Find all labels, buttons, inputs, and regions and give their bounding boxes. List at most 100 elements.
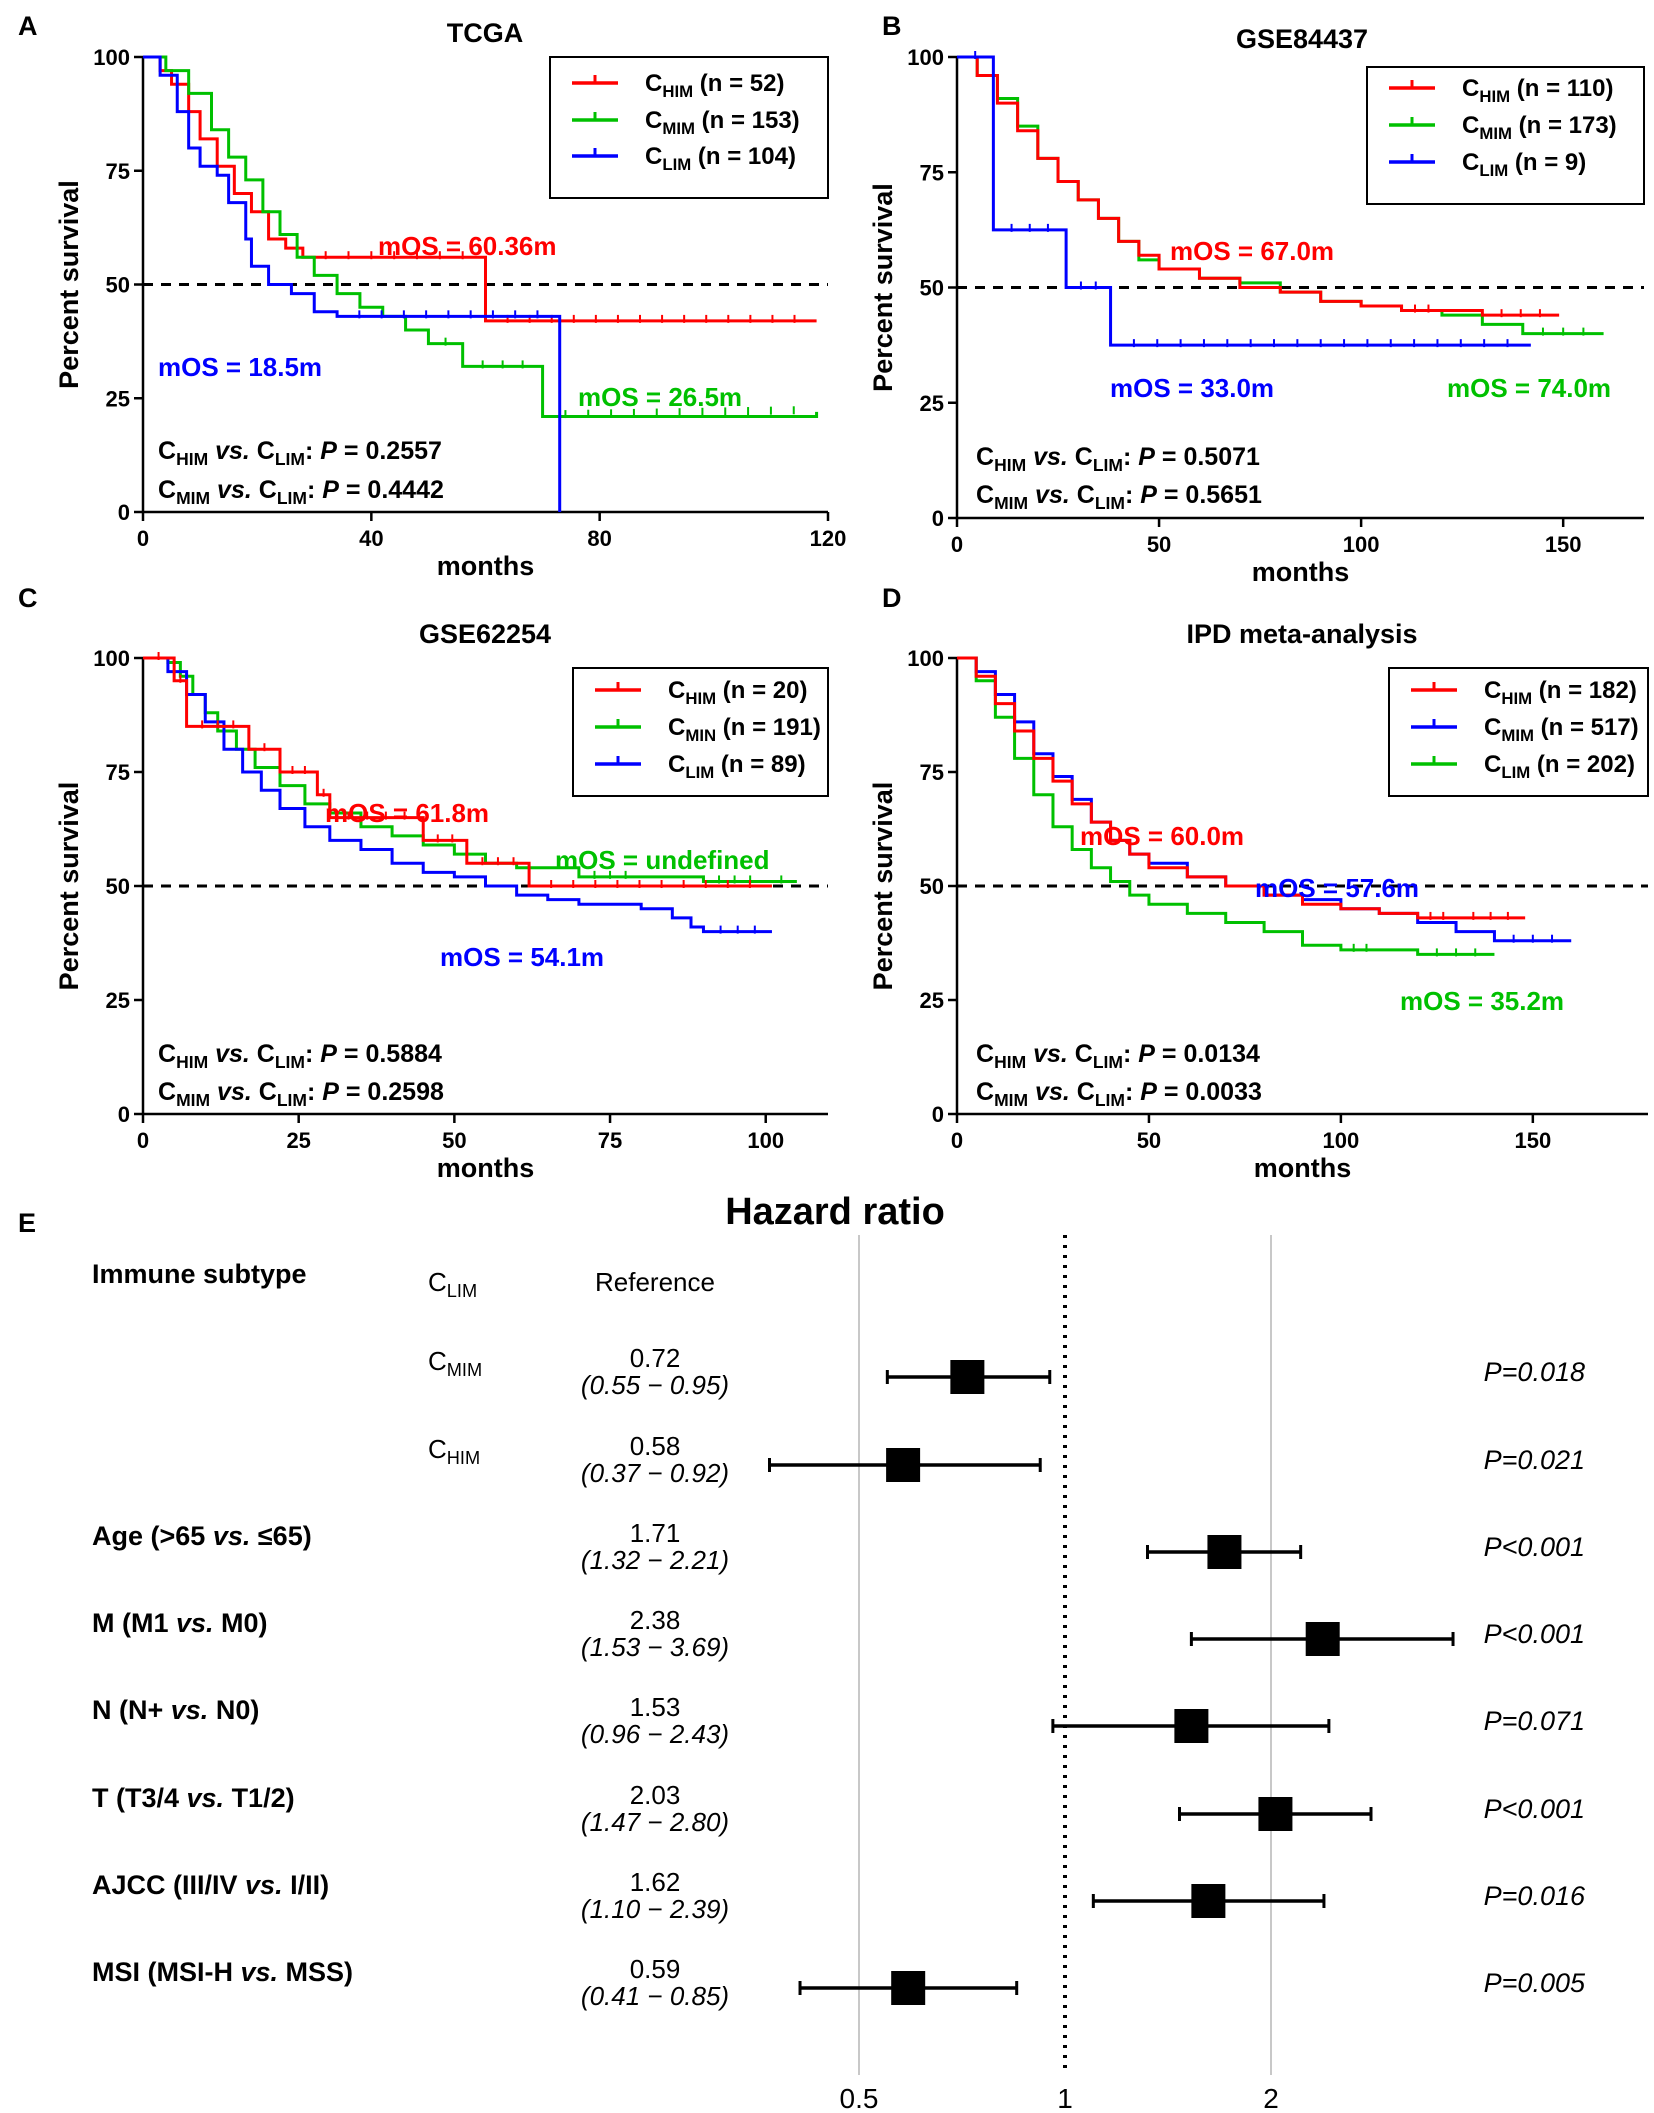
text-span: C bbox=[428, 1346, 447, 1376]
text-span: LIM bbox=[275, 449, 305, 469]
text-span: C bbox=[1462, 75, 1479, 102]
text-span: LIM bbox=[277, 488, 307, 508]
text-span: HIM bbox=[685, 689, 716, 708]
text-span: C bbox=[645, 70, 662, 97]
text-span: T1/2) bbox=[224, 1783, 295, 1813]
text-span: C bbox=[1075, 1040, 1093, 1068]
legend-entry: CMIM (n = 517) bbox=[1484, 714, 1639, 745]
text-span: HIM bbox=[176, 1052, 208, 1072]
mos-annotation: mOS = 60.0m bbox=[1080, 821, 1244, 851]
text-span: MIM bbox=[176, 488, 210, 508]
survival-curve-CMIM bbox=[143, 55, 819, 418]
text-span: C bbox=[1075, 443, 1093, 471]
legend-entry: CHIM (n = 20) bbox=[668, 677, 807, 708]
p-value: P=0.021 bbox=[1484, 1445, 1585, 1475]
text-span: : bbox=[307, 476, 322, 504]
confidence-interval: (0.37 − 0.92) bbox=[581, 1458, 729, 1488]
survival-curve-CLIM-green bbox=[957, 656, 1495, 956]
covariate-label: Age (>65 vs. ≤65) bbox=[92, 1521, 312, 1551]
text-span: P bbox=[1140, 1078, 1157, 1106]
text-span: MIM bbox=[662, 119, 695, 138]
p-value: P<0.001 bbox=[1484, 1619, 1585, 1649]
mos-annotation: mOS = 35.2m bbox=[1400, 986, 1564, 1016]
y-tick-label: 0 bbox=[932, 1102, 944, 1127]
hazard-ratio-value: 0.58 bbox=[630, 1431, 681, 1461]
confidence-interval: (0.96 − 2.43) bbox=[581, 1719, 729, 1749]
text-span: HIM bbox=[662, 82, 693, 101]
p-value-statement: CHIM vs. CLIM: P = 0.2557 bbox=[158, 437, 442, 469]
text-span: (n = 89) bbox=[714, 751, 805, 778]
survival-curve-CHIM-red bbox=[957, 656, 1526, 920]
x-tick-label: 50 bbox=[1137, 1128, 1161, 1153]
text-span: C bbox=[668, 751, 685, 778]
text-span: MIM bbox=[1501, 726, 1534, 745]
text-span: LIM bbox=[1095, 493, 1125, 513]
text-span: HIM bbox=[176, 449, 208, 469]
text-span: C bbox=[976, 1078, 994, 1106]
hazard-ratio-value: 1.62 bbox=[630, 1867, 681, 1897]
x-tick-label: 150 bbox=[1545, 532, 1582, 557]
covariate-label: N (N+ vs. N0) bbox=[92, 1695, 259, 1725]
text-span: LIM bbox=[1479, 161, 1508, 180]
text-span: LIM bbox=[685, 763, 714, 782]
panel-label: C bbox=[18, 583, 38, 613]
text-span: vs. bbox=[1026, 1040, 1075, 1068]
text-span: LIM bbox=[275, 1052, 305, 1072]
text-span: = 0.5884 bbox=[337, 1040, 442, 1068]
text-span: vs. bbox=[245, 1870, 283, 1900]
text-span: (n = 153) bbox=[695, 107, 800, 134]
panel-label: A bbox=[18, 11, 38, 41]
y-axis-label: Percent survival bbox=[54, 782, 84, 991]
text-span: MIM bbox=[447, 1360, 482, 1380]
text-span: C bbox=[257, 1040, 275, 1068]
p-value: P<0.001 bbox=[1484, 1532, 1585, 1562]
text-span: (n = 173) bbox=[1512, 112, 1617, 139]
hazard-ratio-value: 2.03 bbox=[630, 1780, 681, 1810]
text-span: MIM bbox=[994, 493, 1028, 513]
mos-annotation: mOS = 61.8m bbox=[325, 798, 489, 828]
text-span: I/II) bbox=[283, 1870, 330, 1900]
estimate-square bbox=[1191, 1884, 1226, 1918]
hazard-ratio-value: 1.53 bbox=[630, 1692, 681, 1722]
text-span: : bbox=[1125, 1078, 1140, 1106]
text-span: = 0.4442 bbox=[339, 476, 444, 504]
forest-tick-label: 2 bbox=[1263, 2083, 1279, 2113]
text-span: vs. bbox=[210, 1078, 259, 1106]
x-tick-label: 0 bbox=[137, 1128, 149, 1153]
p-value-statement: CMIM vs. CLIM: P = 0.0033 bbox=[976, 1078, 1262, 1110]
text-span: LIM bbox=[1095, 1090, 1125, 1110]
x-tick-label: 150 bbox=[1514, 1128, 1551, 1153]
legend-box bbox=[1366, 66, 1645, 205]
covariate-label: AJCC (III/IV vs. I/II) bbox=[92, 1870, 329, 1900]
text-span: MSI (MSI-H bbox=[92, 1957, 241, 1987]
text-span: (n = 20) bbox=[716, 677, 807, 704]
p-value-statement: CMIM vs. CLIM: P = 0.5651 bbox=[976, 481, 1262, 513]
text-span: Age (>65 bbox=[92, 1521, 213, 1551]
text-span: C bbox=[645, 143, 662, 170]
mos-annotation: mOS = 67.0m bbox=[1170, 236, 1334, 266]
text-span: (n = 202) bbox=[1530, 751, 1635, 778]
text-span: = 0.2598 bbox=[339, 1078, 444, 1106]
legend-entry: CMIM (n = 153) bbox=[645, 107, 800, 138]
text-span: vs. bbox=[1028, 481, 1077, 509]
text-span: C bbox=[1077, 481, 1095, 509]
text-span: HIM bbox=[994, 1052, 1026, 1072]
legend-entry: CLIM (n = 9) bbox=[1462, 149, 1586, 180]
forest-row: CMIM 0.72(0.55 − 0.95) P=0.018 bbox=[428, 1343, 1585, 1400]
y-tick-label: 75 bbox=[920, 760, 944, 785]
panel-label: B bbox=[882, 11, 902, 41]
confidence-interval: (1.32 − 2.21) bbox=[581, 1545, 729, 1575]
y-tick-label: 100 bbox=[93, 45, 130, 70]
x-axis-label: months bbox=[1254, 1153, 1352, 1183]
text-span: LIM bbox=[1093, 455, 1123, 475]
estimate-square bbox=[891, 1971, 926, 2005]
forest-tick-label: 0.5 bbox=[840, 2083, 879, 2113]
forest-row: MSI (MSI-H vs. MSS) 0.59(0.41 − 0.85) P=0.… bbox=[92, 1954, 1586, 2011]
text-span: C bbox=[259, 1078, 277, 1106]
text-span: : bbox=[305, 1040, 320, 1068]
x-tick-label: 100 bbox=[1323, 1128, 1360, 1153]
text-span: (n = 182) bbox=[1532, 677, 1637, 704]
text-span: P bbox=[322, 476, 339, 504]
text-span: C bbox=[428, 1434, 447, 1464]
